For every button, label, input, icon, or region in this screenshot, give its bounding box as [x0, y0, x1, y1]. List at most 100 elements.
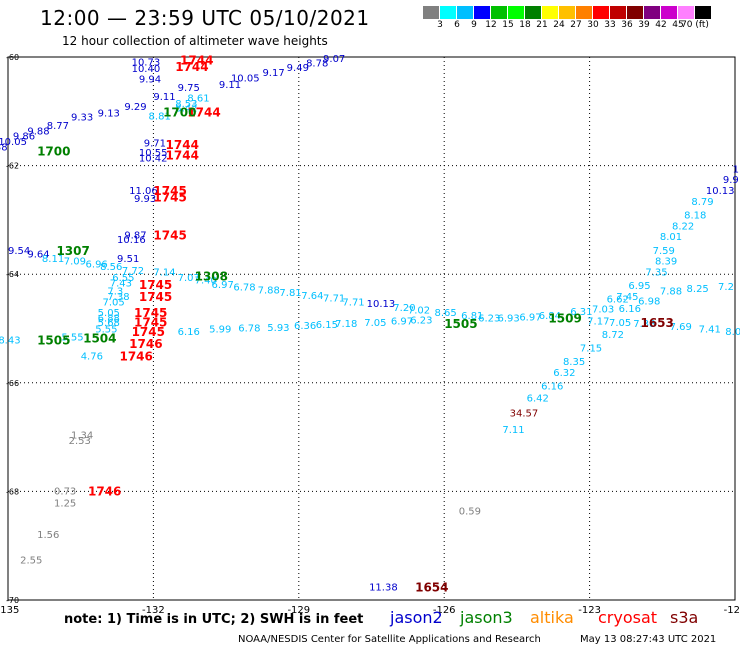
swh-label: 10.42 — [139, 153, 168, 164]
colorbar-label: 30 — [587, 20, 599, 30]
y-tick-label: -68 — [6, 487, 19, 496]
colorbar-label: 18 — [519, 20, 531, 30]
swh-label: 10.13 — [706, 186, 735, 197]
swh-label: 8.79 — [691, 197, 713, 208]
x-tick-label: -135 — [0, 605, 19, 616]
time-label: 1745 — [139, 290, 172, 304]
swh-label: 0.59 — [459, 506, 481, 517]
swh-label: 9.94 — [139, 75, 161, 86]
y-tick-label: -60 — [6, 53, 19, 62]
swh-label: 6.62 — [607, 295, 629, 306]
swh-label: 6.97 — [212, 280, 234, 291]
swh-label: 7.14 — [153, 267, 175, 278]
swh-label: 4.76 — [81, 352, 103, 363]
colorbar-swatch — [695, 6, 712, 19]
time-label: 1744 — [166, 149, 199, 163]
swh-label: 1.56 — [37, 530, 59, 541]
swh-label: 6.32 — [553, 368, 575, 379]
colorbar-swatch — [525, 6, 542, 19]
colorbar-swatch — [644, 6, 661, 19]
swh-label: 7.03 — [592, 304, 614, 315]
swh-label: 5.68 — [98, 318, 120, 329]
time-label: 1745 — [139, 278, 172, 292]
swh-label: 8.65 — [435, 308, 457, 319]
swh-label: 7.07 — [178, 273, 200, 284]
swh-label: 9.71 — [144, 138, 166, 149]
colorbar-swatch — [423, 6, 440, 19]
swh-label: 10.05 — [0, 137, 27, 148]
colorbar-swatch — [678, 6, 695, 19]
swh-label: 6.88 — [98, 314, 120, 325]
swh-label: 9.11 — [219, 80, 241, 91]
swh-label: 6.55 — [112, 273, 134, 284]
swh-label: 6.93 — [498, 314, 520, 325]
swh-label: 6.31 — [570, 307, 592, 318]
swh-label: 6.23 — [410, 315, 432, 326]
time-label: 1745 — [153, 184, 186, 198]
swh-label: 7.88 — [660, 286, 682, 297]
swh-label: 8.78 — [306, 58, 328, 69]
swh-label: 6.95 — [628, 281, 650, 292]
colorbar-label: 39 — [638, 20, 650, 30]
time-label: 1509 — [548, 312, 581, 326]
swh-label: 9.9 — [723, 175, 739, 186]
swh-label: 5.55 — [61, 333, 83, 344]
swh-label: 6.97 — [391, 316, 413, 327]
colorbar-swatch — [610, 6, 627, 19]
swh-label: 7.35 — [645, 267, 667, 278]
swh-label: 8.11 — [42, 254, 64, 265]
time-label: 1746 — [119, 350, 152, 364]
swh-label: 9.64 — [27, 250, 49, 261]
legend-item-jason2: jason2 — [390, 608, 443, 627]
time-label: 1653 — [640, 316, 673, 330]
swh-label: 8.56 — [100, 262, 122, 273]
legend-item-altika: altika — [530, 608, 574, 627]
swh-label: 8.81 — [149, 112, 171, 123]
time-label: 1744 — [180, 54, 213, 68]
swh-label: 9.49 — [287, 63, 309, 74]
swh-label: 9.87 — [124, 231, 146, 242]
swh-label: 8.01 — [660, 232, 682, 243]
colorbar: 3 6 9 12 15 18 21 24 27 30 33 36 39 42 45 70 (ft) — [423, 6, 712, 33]
time-label: 1745 — [134, 306, 167, 320]
swh-label: 5.05 — [98, 308, 120, 319]
swh-label: 8.77 — [47, 121, 69, 132]
swh-label: 6.16 — [619, 304, 641, 315]
swh-label: 7.09 — [64, 257, 86, 268]
swh-label: 6.84 — [539, 311, 561, 322]
swh-label: 10.13 — [367, 299, 396, 310]
swh-label: 10.38 — [0, 143, 8, 154]
swh-label: 0.73 — [54, 486, 76, 497]
colorbar-swatch — [474, 6, 491, 19]
swh-label: 7.81 — [279, 288, 301, 299]
swh-label: 10.55 — [139, 148, 168, 159]
swh-label: 8.39 — [655, 257, 677, 268]
swh-label: 9.93 — [134, 194, 156, 205]
colorbar-swatch — [593, 6, 610, 19]
swh-label: 34.57 — [510, 409, 539, 420]
swh-label: 6.96 — [86, 259, 108, 270]
swh-label: 6.42 — [527, 393, 549, 404]
swh-label: 6.97 — [519, 313, 541, 324]
swh-label: 1.25 — [54, 498, 76, 509]
swh-label: 8.0 — [725, 327, 740, 338]
colorbar-label: 42 — [655, 20, 667, 30]
chart-title: 12:00 — 23:59 UTC 05/10/2021 — [40, 6, 370, 30]
y-tick-label: -66 — [6, 379, 19, 388]
colorbar-label: 45 — [672, 20, 684, 30]
time-label: 1744 — [187, 105, 220, 119]
credit-line: NOAA/NESDIS Center for Satellite Applica… — [238, 634, 541, 645]
swh-label: 8.43 — [0, 335, 21, 346]
colorbar-label: 70 (ft) — [681, 20, 709, 30]
swh-label: 7.3 — [107, 286, 123, 297]
colorbar-label: 27 — [570, 20, 582, 30]
swh-label: 11.06 — [129, 186, 158, 197]
swh-label: 7.72 — [122, 266, 144, 277]
swh-label: 8.35 — [563, 357, 585, 368]
colorbar-swatch — [440, 6, 457, 19]
swh-label: 2.53 — [69, 436, 91, 447]
swh-label: 9.88 — [27, 126, 49, 137]
time-label: 1505 — [444, 317, 477, 331]
x-tick-label: -132 — [142, 605, 165, 616]
swh-label: 9.54 — [8, 246, 30, 257]
